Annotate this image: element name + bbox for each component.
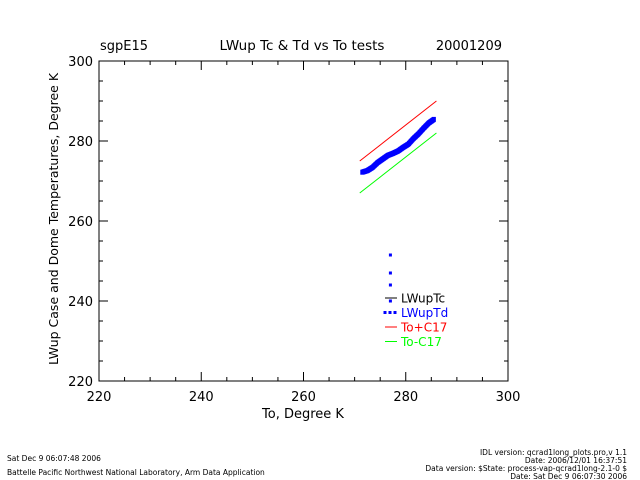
series-line-To+C17 [359,100,437,162]
site-label: sgpE15 [100,39,148,54]
legend-marker [388,311,392,314]
ticks-group [98,60,509,382]
legend-label: To-C17 [400,335,442,349]
data-point [388,283,392,287]
y-tick-label: 260 [68,215,93,230]
x-tick-label: 260 [291,390,316,405]
legend-marker [383,311,387,314]
legend-label: LWupTc [401,292,445,306]
legend-label: LWupTd [401,306,448,320]
footer-institution: Battelle Pacific Northwest National Labo… [7,468,265,477]
legend-label: To+C17 [400,321,447,335]
chart-title: LWup Tc & Td vs To tests [220,38,385,54]
series-line-To-C17 [359,132,437,194]
legend-marker [393,311,397,314]
date-label: 20001209 [436,39,502,54]
y-tick-label: 280 [68,135,93,150]
x-tick-label: 300 [496,390,521,405]
series-layer [359,100,437,303]
data-point [388,271,392,275]
footer-data-date: Date: Sat Dec 9 06:07:30 2006 [510,472,627,480]
y-tick-label: 240 [68,295,93,310]
footer-idl-date: Date: 2006/12/01 16:37:51 [525,456,627,465]
x-tick-label: 240 [189,390,214,405]
x-axis-label: To, Degree K [261,407,344,422]
footer-idl-version: IDL version: qcrad1long_plots.pro,v 1.1 [480,448,627,457]
data-point [431,116,436,122]
footer-timestamp: Sat Dec 9 06:07:48 2006 [7,454,101,463]
tick-labels-group: 220 240 260 280 300 220 240 260 280 300 [68,55,520,405]
data-point [388,299,392,303]
y-tick-label: 220 [68,375,93,390]
x-tick-label: 220 [87,390,112,405]
data-point [388,253,392,257]
footer-data-version: Data version: $State: process-vap-qcrad1… [425,464,627,473]
x-tick-label: 280 [393,390,418,405]
y-axis-label: LWup Case and Dome Temperatures, Degree … [46,72,61,365]
y-tick-label: 300 [68,55,93,70]
